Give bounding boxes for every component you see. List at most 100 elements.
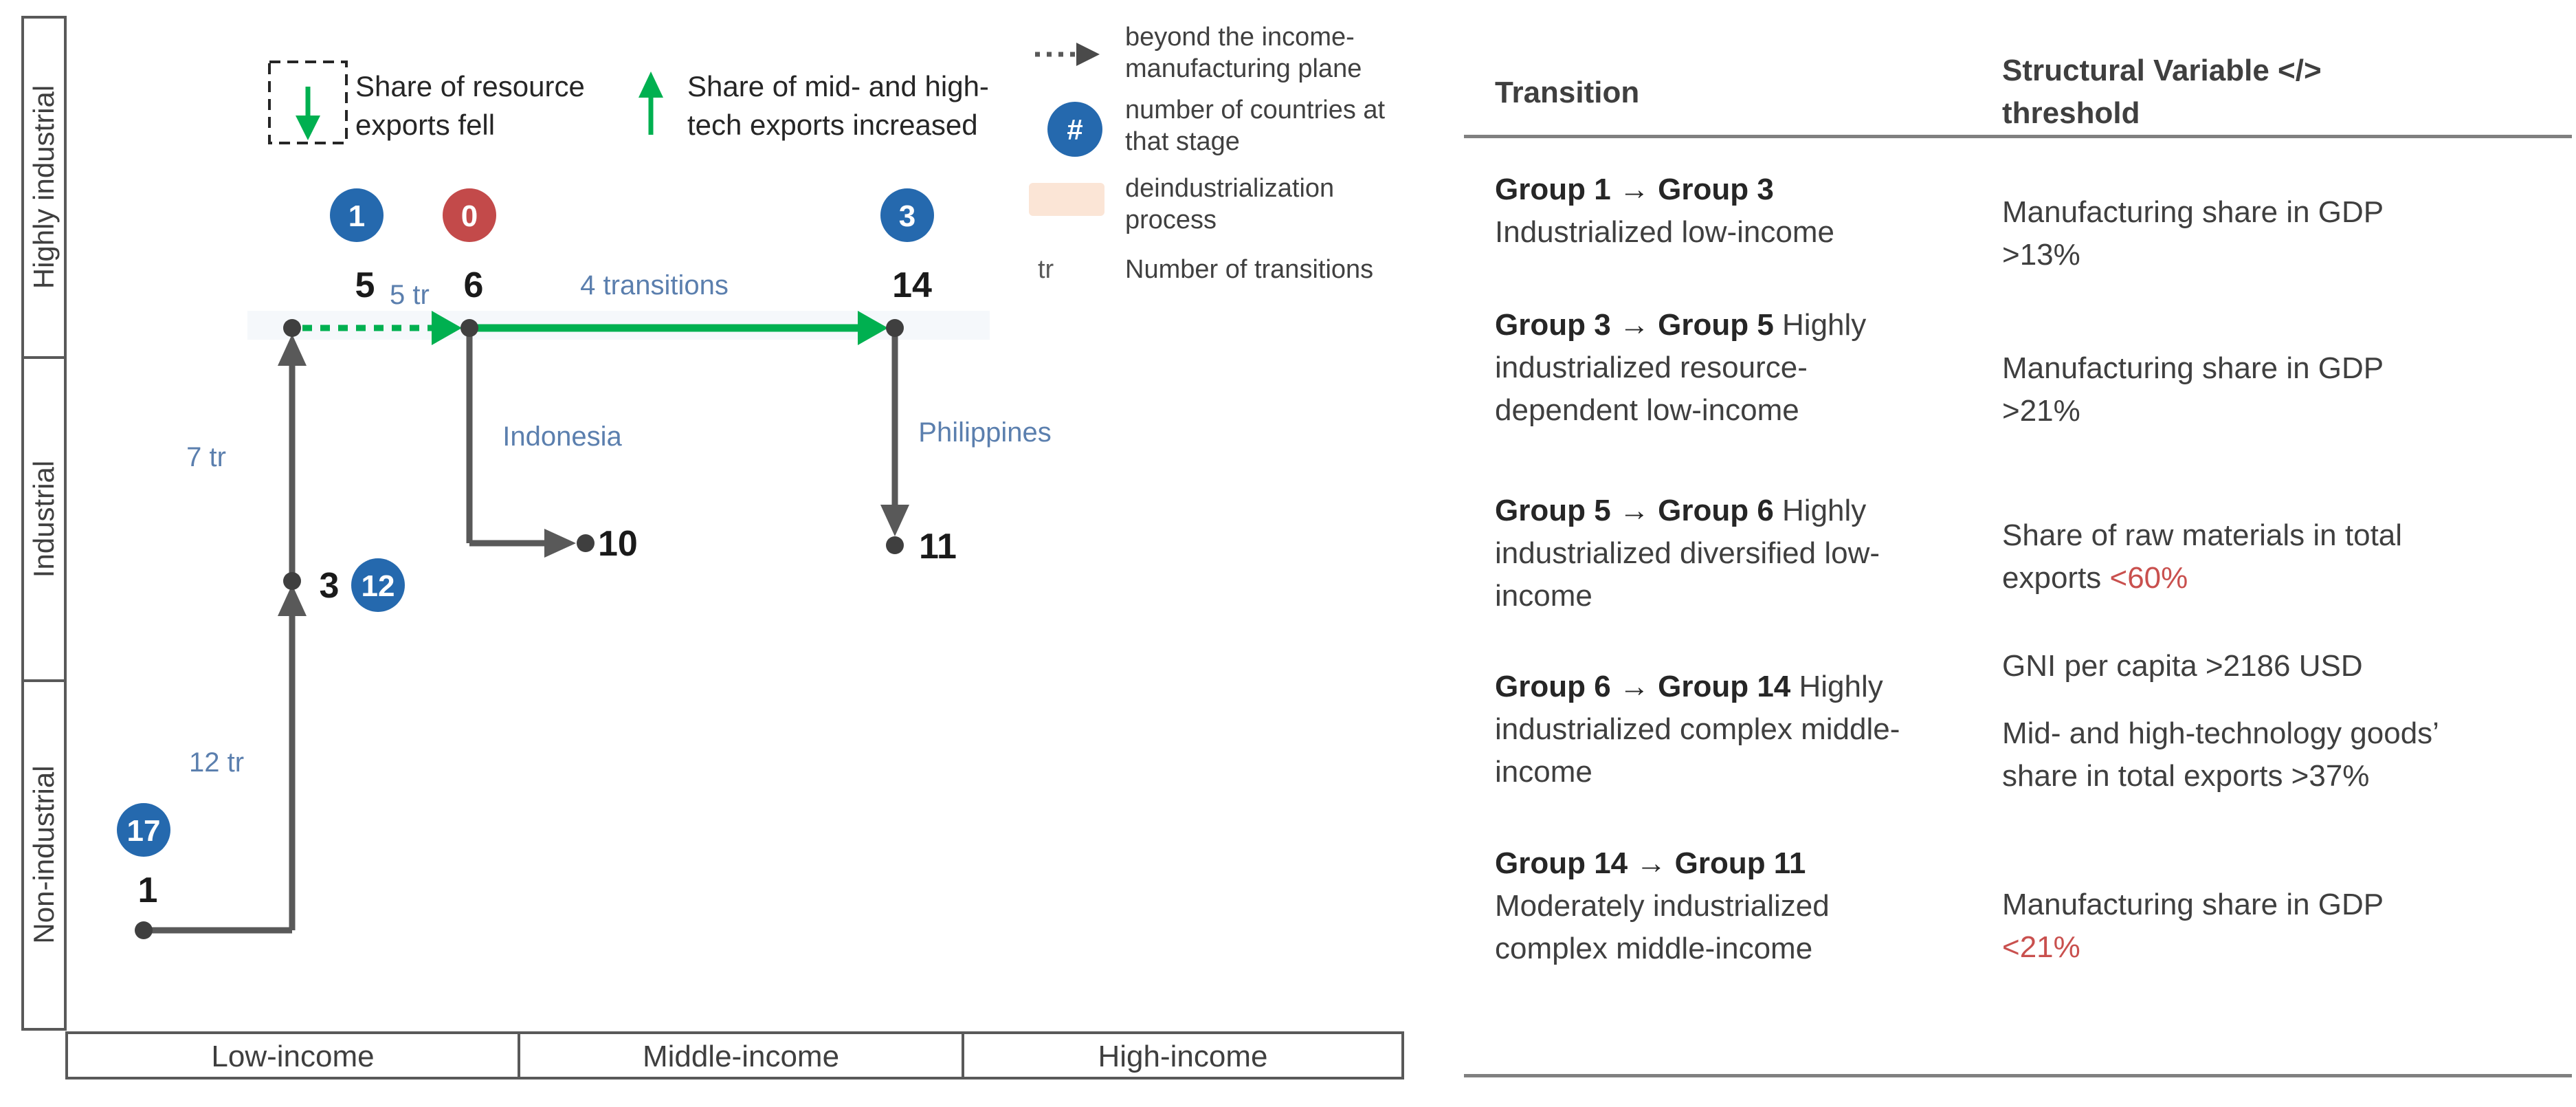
number-circle-icon (1047, 102, 1102, 157)
transition-description: Highly industrialized diversified low-in… (1495, 494, 1880, 613)
threshold-text: GNI per capita >2186 USD (2002, 649, 2363, 683)
arrowhead-up-to-3 (278, 584, 307, 616)
node-dot-group-11 (886, 536, 904, 554)
count-circle-group-1 (117, 803, 170, 857)
threshold-text: Mid- and high-technology goods’ share in… (2002, 716, 2439, 793)
edge-label-7tr: 7 tr (186, 442, 226, 472)
legend-right: beyond the income- manufacturing plane #… (1029, 23, 1386, 284)
table-row-threshold-4a: GNI per capita >2186 USD (2002, 645, 2456, 688)
dashed-box-icon (268, 61, 348, 144)
legend-left: Share of resource exports fell Share of … (268, 61, 989, 144)
legend-midtech-line1: Share of mid- and high- (687, 70, 989, 102)
arrowhead-solid-to-14 (858, 311, 888, 345)
node-label-10: 10 (598, 524, 638, 564)
node-label-3: 3 (320, 566, 340, 606)
node-dot-group-3 (283, 572, 301, 590)
dotted-arrowhead-icon (1076, 43, 1100, 66)
transition-groups: Group 1 → Group 3 (1495, 173, 1774, 206)
tr-abbrev-symbol: tr (1038, 255, 1054, 284)
threshold-text: Manufacturing share in GDP >21% (2002, 351, 2384, 428)
transition-description: Industrialized low-income (1495, 215, 1834, 249)
legend-countries-line1: number of countries at (1125, 96, 1386, 124)
count-circle-group-6 (443, 188, 496, 242)
legend-resource-line1: Share of resource (355, 70, 585, 102)
y-axis-box-industrial (21, 356, 67, 682)
threshold-text: Share of raw materials in total exports (2002, 518, 2403, 595)
count-label-group-1: 17 (127, 814, 161, 848)
table-row-transition-2: Group 3 → Group 5 Highly industrialized … (1495, 304, 1907, 432)
x-axis-label-middle-income: Middle-income (643, 1040, 839, 1073)
table-header-rule (1464, 135, 2572, 138)
node-dot-group-5 (283, 319, 301, 337)
x-axis-box-middle-income (518, 1031, 964, 1079)
legend-deind-line1: deindustrialization (1125, 174, 1334, 203)
gray-arrowheads (278, 334, 909, 616)
y-axis-label-highly-industrial: Highly industrial (27, 85, 60, 289)
legend-deind-line2: process (1125, 206, 1217, 234)
legend-beyond-line2: manufacturing plane (1125, 54, 1362, 83)
transition-groups: Group 6 → Group 14 (1495, 670, 1791, 703)
node-label-5: 5 (355, 265, 375, 305)
arrowhead-down-to-11 (880, 505, 909, 536)
country-label-indonesia: Indonesia (502, 421, 622, 452)
transition-description: Moderately industrialized complex middle… (1495, 889, 1830, 965)
edge-labels: 5 tr 4 transitions 7 tr 12 tr Indonesia … (186, 270, 1052, 778)
threshold-red-text: <21% (2002, 930, 2080, 964)
gray-path (144, 328, 898, 934)
transition-description: Highly industrialized complex middle-inc… (1495, 670, 1900, 789)
edge-label-12tr: 12 tr (189, 747, 244, 778)
y-axis-box-highly-industrial (21, 16, 67, 359)
table-header-transition: Transition (1495, 76, 1640, 109)
table-row-threshold-3: Share of raw materials in total exports … (2002, 514, 2456, 600)
node-label-11: 11 (919, 527, 957, 567)
threshold-text: Manufacturing share in GDP (2002, 888, 2384, 921)
legend-beyond-line1: beyond the income- (1125, 23, 1355, 52)
edge-label-5tr: 5 tr (390, 280, 430, 310)
table-row-transition-1: Group 1 → Group 3 Industrialized low-inco… (1495, 168, 1907, 254)
y-axis-label-industrial: Industrial (27, 461, 60, 578)
count-label-group-5: 1 (348, 199, 365, 233)
transition-groups: Group 5 → Group 6 (1495, 494, 1774, 527)
y-axis-box-non-industrial (21, 679, 67, 1031)
node-label-6: 6 (464, 265, 484, 305)
arrowhead-up-to-5 (278, 334, 307, 366)
country-label-philippines: Philippines (918, 417, 1051, 448)
x-axis-label-high-income: High-income (1098, 1040, 1268, 1073)
table-row-transition-5: Group 14 → Group 11 Moderately industrial… (1495, 842, 1907, 970)
legend-countries-line2: that stage (1125, 127, 1240, 156)
count-label-group-3: 12 (362, 569, 395, 603)
table-header-structural-variable: Structural Variable </> threshold (2002, 54, 2322, 130)
x-axis-box-high-income (962, 1031, 1404, 1079)
node-number-labels: 5 6 14 3 1 10 11 (138, 265, 957, 910)
stage-count-circles: 1 0 3 12 17 (117, 188, 934, 857)
number-circle-symbol: # (1067, 113, 1082, 146)
peach-swatch-icon (1029, 183, 1104, 216)
y-axis: Highly industrial Industrial Non-industr… (21, 16, 67, 1031)
count-circle-group-14 (880, 188, 934, 242)
green-up-arrowhead-icon (639, 72, 663, 98)
arrowhead-dotted-to-6 (432, 311, 462, 345)
table-row-threshold-1: Manufacturing share in GDP >13% (2002, 191, 2456, 276)
x-axis-box-low-income (65, 1031, 520, 1079)
threshold-text: Manufacturing share in GDP >13% (2002, 195, 2384, 272)
green-down-arrowhead-icon (296, 116, 320, 140)
edge-label-4-transitions: 4 transitions (580, 270, 729, 300)
transition-groups: Group 14 → Group 11 (1495, 846, 1806, 880)
count-circle-group-3 (351, 558, 405, 612)
table-row-threshold-2: Manufacturing share in GDP >21% (2002, 347, 2456, 432)
y-axis-label-non-industrial: Non-industrial (27, 765, 60, 943)
threshold-red-text: <60% (2109, 561, 2188, 595)
count-label-group-14: 3 (899, 199, 915, 233)
table-row-threshold-5: Manufacturing share in GDP <21% (2002, 884, 2456, 969)
node-label-14: 14 (892, 265, 932, 305)
node-dot-group-10 (577, 534, 595, 552)
table-row-transition-3: Group 5 → Group 6 Highly industrialized … (1495, 490, 1907, 617)
legend-resource-line2: exports fell (355, 109, 495, 141)
legend-tr-line1: Number of transitions (1125, 255, 1373, 284)
node-dot-group-1 (135, 921, 153, 939)
table-row-threshold-4b: Mid- and high-technology goods’ share in… (2002, 712, 2456, 798)
node-dot-group-14 (886, 319, 904, 337)
node-dot-group-6 (460, 319, 478, 337)
arrowhead-right-to-10 (544, 529, 576, 558)
